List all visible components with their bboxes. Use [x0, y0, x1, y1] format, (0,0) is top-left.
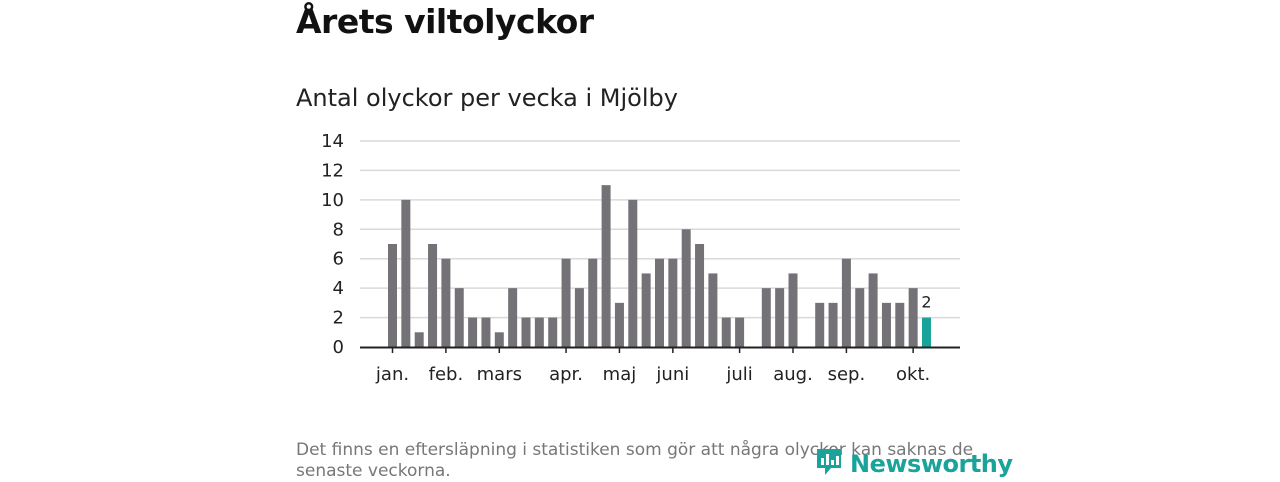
bar: [695, 244, 705, 347]
bar: [761, 288, 771, 347]
bar: [574, 288, 584, 347]
page-title: Årets viltolyckor: [296, 2, 594, 41]
data-label: 2: [921, 293, 931, 312]
bar: [908, 288, 918, 347]
y-tick-label: 10: [321, 190, 344, 211]
y-tick-label: 8: [333, 219, 344, 240]
bar: [855, 288, 865, 347]
y-tick-label: 2: [333, 308, 344, 329]
bar: [521, 317, 531, 347]
y-tick-label: 4: [333, 278, 344, 299]
bar: [441, 258, 451, 347]
newsworthy-logo-text: Newsworthy: [850, 450, 1013, 478]
bar: [881, 302, 891, 347]
bar: [548, 317, 558, 347]
bar: [481, 317, 491, 347]
bar: [655, 258, 664, 347]
bar-highlight: [922, 317, 931, 347]
bar: [775, 288, 785, 347]
x-tick-label: juni: [655, 364, 689, 385]
footnote: Det finns en eftersläpning i statistiken…: [296, 440, 974, 481]
y-tick-label: 12: [321, 160, 344, 181]
bar: [735, 317, 745, 347]
bar: [508, 288, 518, 347]
bars: 2: [388, 185, 932, 347]
bar: [788, 273, 798, 347]
x-tick-label: sep.: [828, 364, 866, 385]
bar: [681, 229, 691, 347]
x-tick-label: juli: [725, 364, 752, 385]
newsworthy-logo-icon: [814, 446, 844, 482]
bar: [428, 244, 438, 347]
bar: [868, 273, 878, 347]
bar: [828, 302, 838, 347]
bar: [401, 199, 411, 347]
x-tick-label: mars: [477, 364, 522, 385]
newsworthy-logo: Newsworthy: [814, 446, 1013, 482]
x-tick-label: maj: [603, 364, 637, 385]
x-tick-label: aug.: [773, 364, 813, 385]
bar: [534, 317, 544, 347]
x-tick-label: jan.: [375, 364, 409, 385]
y-tick-label: 6: [333, 249, 344, 270]
bar: [588, 258, 598, 347]
bar: [388, 244, 397, 347]
bar: [414, 332, 424, 347]
bar: [628, 199, 638, 347]
bar: [468, 317, 478, 347]
bar: [708, 273, 718, 347]
bar: [668, 258, 678, 347]
bar: [561, 258, 571, 347]
y-axis-ticks: 0 2 4 6 8 10 12 14: [321, 131, 344, 358]
bar: [614, 302, 624, 347]
bar: [641, 273, 651, 347]
y-tick-label: 0: [333, 337, 344, 358]
bar: [454, 288, 464, 347]
y-tick-label: 14: [321, 131, 344, 152]
x-tick-label: feb.: [429, 364, 464, 385]
x-axis-ticks: jan. feb. mars apr. maj juni juli aug. sep. okt.: [375, 347, 930, 385]
x-tick-label: apr.: [549, 364, 583, 385]
bar: [815, 302, 825, 347]
bar: [841, 258, 851, 347]
bar: [721, 317, 731, 347]
bar: [601, 185, 611, 347]
chart-subtitle: Antal olyckor per vecka i Mjölby: [296, 84, 678, 112]
bar: [895, 302, 905, 347]
bar: [494, 332, 504, 347]
x-tick-label: okt.: [896, 364, 930, 385]
